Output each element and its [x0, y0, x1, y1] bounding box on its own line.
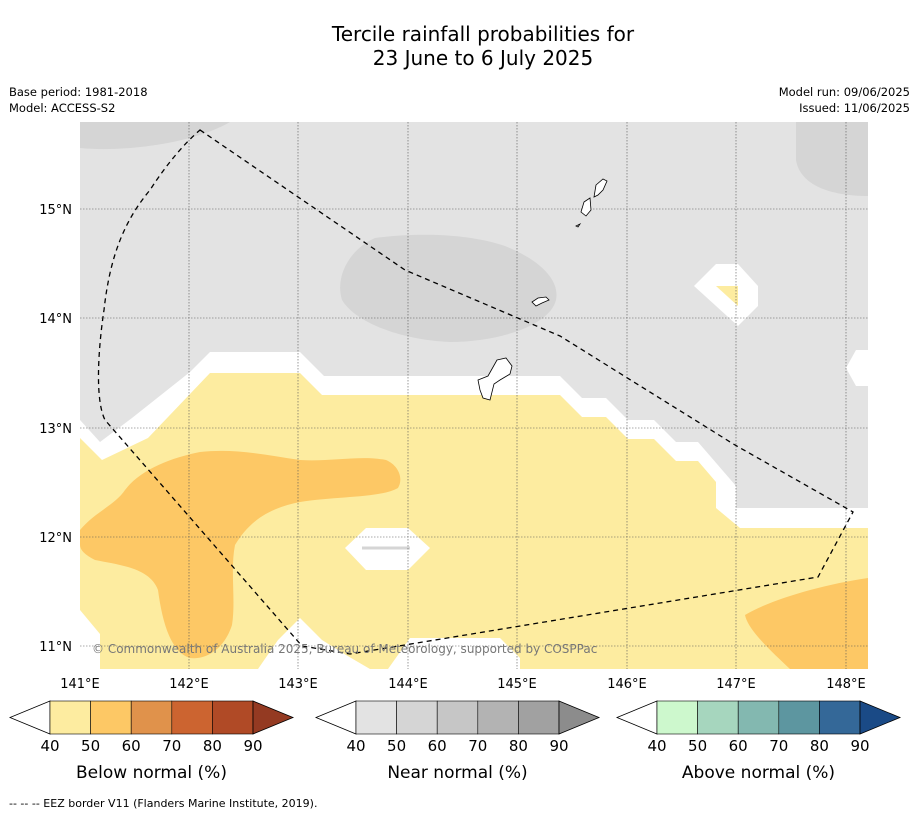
- colorbar-high-arrow: [859, 700, 902, 735]
- no-signal-patch: [80, 610, 100, 669]
- lat-label: 13°N: [39, 422, 72, 437]
- colorbar-tick-label: 90: [549, 737, 568, 755]
- colorbar-low-arrow: [314, 700, 357, 735]
- colorbar-segment: [436, 700, 479, 735]
- colorbar-0: 40 50 60 70 80 90 Below normal (%): [8, 700, 295, 783]
- colorbar-tick-label: 50: [387, 737, 406, 755]
- aguijan-island: [575, 222, 582, 228]
- colorbar-segment: [90, 700, 132, 735]
- lat-label: 12°N: [39, 531, 72, 546]
- lon-label: 146°E: [607, 677, 647, 692]
- colorbar-tick-label: 70: [769, 737, 788, 755]
- colorbar-2: 40 50 60 70 80 90 Above normal (%): [615, 700, 902, 783]
- colorbar-tick-label: 70: [162, 737, 181, 755]
- colorbar-segment: [697, 700, 739, 735]
- copyright-text: © Commonwealth of Australia 2025, Bureau…: [92, 642, 597, 656]
- below-normal-40-region: [80, 373, 868, 669]
- colorbar-tick-label: 40: [647, 737, 666, 755]
- colorbar-segment: [355, 700, 397, 735]
- colorbar-tick-label: 50: [81, 737, 100, 755]
- title-line-1: Tercile rainfall probabilities for: [331, 22, 635, 46]
- colorbar-segment: [49, 700, 91, 735]
- colorbar-tick-label: 90: [243, 737, 262, 755]
- below-normal-50-region: [80, 450, 401, 659]
- tinian-island: [580, 197, 592, 217]
- colorbar-tick-label: 80: [810, 737, 829, 755]
- colorbar-title: Near normal (%): [387, 763, 527, 783]
- no-signal-patch: [258, 618, 370, 669]
- lon-label: 142°E: [169, 677, 209, 692]
- below-normal-40-patch: [716, 286, 738, 306]
- lon-label: 147°E: [716, 677, 756, 692]
- map-area: © Commonwealth of Australia 2025, Bureau…: [80, 122, 868, 669]
- colorbar-segment: [656, 700, 698, 735]
- colorbar-high-arrow: [252, 700, 295, 735]
- eez-footnote: -- -- -- EEZ border V11 (Flanders Marine…: [9, 797, 318, 810]
- near-normal-50-patch: [796, 122, 868, 196]
- longitude-labels: 141°E 142°E 143°E 144°E 145°E 146°E 147°…: [60, 677, 866, 692]
- model-run: Model run: 09/06/2025: [778, 85, 910, 99]
- colorbar-segment: [778, 700, 820, 735]
- map-title: Tercile rainfall probabilities for 23 Ju…: [0, 22, 919, 70]
- lat-label: 15°N: [39, 203, 72, 218]
- base-period: Base period: 1981-2018: [9, 85, 148, 99]
- rota-island: [531, 296, 550, 307]
- colorbar-tick-label: 40: [40, 737, 59, 755]
- colorbar-1: 40 50 60 70 80 90 Near normal (%): [314, 700, 601, 783]
- colorbar-segment: [212, 700, 254, 735]
- no-signal-patch: [846, 350, 868, 386]
- lon-label: 148°E: [826, 677, 866, 692]
- eez-border: [97, 129, 854, 655]
- colorbars: 40 50 60 70 80 90 Below normal (%) 40 50 60 70 80 90…: [8, 700, 902, 783]
- colorbar-tick-label: 40: [346, 737, 365, 755]
- colorbar-tick-label: 90: [850, 737, 869, 755]
- colorbar-segment: [477, 700, 519, 735]
- lat-label: 11°N: [39, 640, 72, 655]
- colorbar-low-arrow: [8, 700, 51, 735]
- colorbar-segment: [130, 700, 173, 735]
- title-line-2: 23 June to 6 July 2025: [372, 46, 594, 70]
- colorbar-tick-label: 60: [428, 737, 447, 755]
- near-normal-50-patch: [80, 122, 230, 150]
- graticule: [80, 122, 868, 669]
- lon-label: 141°E: [60, 677, 100, 692]
- colorbar-tick-label: 60: [729, 737, 748, 755]
- colorbar-tick-label: 50: [688, 737, 707, 755]
- latitude-labels: 15°N 14°N 13°N 12°N 11°N: [39, 203, 72, 655]
- colorbar-low-arrow: [615, 700, 658, 735]
- issued-date: Issued: 11/06/2025: [799, 101, 910, 115]
- saipan-island: [593, 178, 608, 198]
- lat-label: 14°N: [39, 312, 72, 327]
- colorbar-title: Above normal (%): [682, 763, 835, 783]
- colorbar-tick-label: 80: [203, 737, 222, 755]
- no-signal-patch: [388, 638, 520, 669]
- colorbar-segment: [396, 700, 438, 735]
- colorbar-segment: [819, 700, 861, 735]
- colorbar-segment: [737, 700, 780, 735]
- lon-label: 144°E: [388, 677, 428, 692]
- colorbar-segment: [518, 700, 560, 735]
- near-normal-50-patch: [340, 234, 557, 342]
- model-name: Model: ACCESS-S2: [9, 101, 116, 115]
- colorbar-tick-label: 60: [122, 737, 141, 755]
- meta-right: Model run: 09/06/2025 Issued: 11/06/2025: [779, 84, 910, 116]
- guam-island: [477, 357, 513, 401]
- islands: [477, 178, 608, 401]
- colorbar-high-arrow: [558, 700, 601, 735]
- colorbar-tick-label: 80: [509, 737, 528, 755]
- lon-label: 143°E: [278, 677, 318, 692]
- colorbar-segment: [171, 700, 213, 735]
- colorbar-title: Below normal (%): [76, 763, 227, 783]
- colorbar-tick-label: 70: [468, 737, 487, 755]
- lon-label: 145°E: [497, 677, 537, 692]
- meta-left: Base period: 1981-2018 Model: ACCESS-S2: [9, 84, 148, 116]
